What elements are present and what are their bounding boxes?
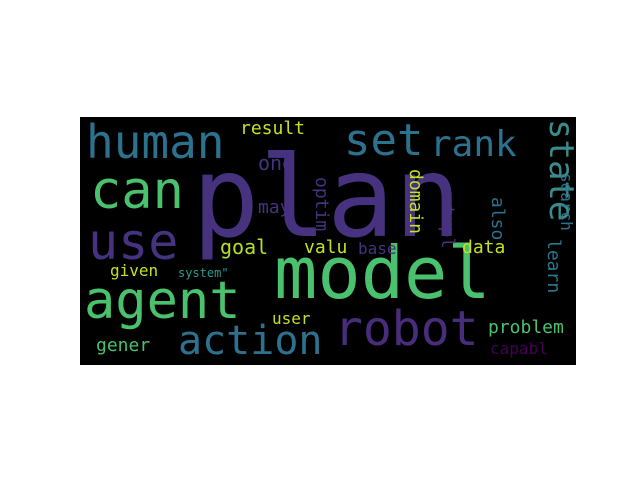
- word-tupl: tupl: [437, 205, 458, 249]
- word-learn: learn: [543, 239, 564, 294]
- word-human: human: [86, 117, 225, 169]
- word-agent: agent: [84, 271, 241, 331]
- word-can: can: [90, 161, 184, 221]
- word-cloud: plan model agent robot human can use act…: [80, 117, 576, 365]
- word-rank: rank: [430, 124, 517, 165]
- word-system: system": [178, 266, 229, 280]
- word-robot: robot: [334, 301, 479, 357]
- word-domain: domain: [405, 169, 426, 235]
- word-model: model: [274, 231, 491, 315]
- word-set: set: [344, 117, 424, 166]
- word-base: base: [358, 239, 397, 258]
- word-plan: plan: [192, 133, 462, 263]
- word-given: given: [110, 261, 159, 280]
- word-action: action: [178, 318, 323, 364]
- word-also: also: [487, 197, 508, 241]
- word-result: result: [240, 118, 306, 139]
- word-use: use: [88, 213, 179, 271]
- word-gener: gener: [96, 335, 151, 356]
- word-data: data: [462, 237, 506, 258]
- word-one: one: [258, 151, 295, 175]
- word-problem: problem: [488, 317, 564, 338]
- word-capabl: capabl: [490, 339, 548, 358]
- word-optim: optim: [311, 177, 332, 232]
- word-goal: goal: [220, 235, 269, 259]
- word-user: user: [272, 309, 311, 328]
- word-may: may: [258, 197, 291, 218]
- word-valu: valu: [304, 237, 348, 258]
- word-search: search: [557, 173, 576, 231]
